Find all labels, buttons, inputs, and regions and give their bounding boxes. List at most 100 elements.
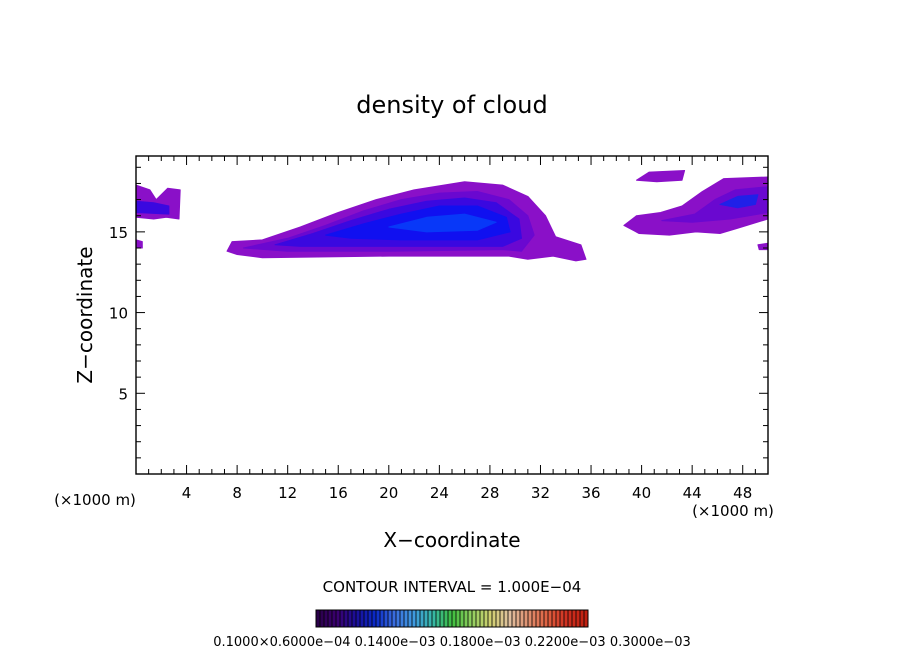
colorbar-cell	[376, 610, 381, 627]
y-tick-label: 5	[118, 385, 128, 403]
colorbar-cell	[552, 610, 557, 627]
colorbar-cell	[432, 610, 437, 627]
colorbar-cell	[464, 610, 469, 627]
cloud-region-right-edge-blob	[757, 242, 769, 251]
colorbar-cell	[396, 610, 401, 627]
x-tick-label: 24	[430, 484, 449, 502]
colorbar-cell	[504, 610, 509, 627]
colorbar-cell	[440, 610, 445, 627]
colorbar-cell	[528, 610, 533, 627]
x-tick-label: 32	[531, 484, 550, 502]
y-axis-tick-labels: 5 10 15	[109, 224, 128, 403]
colorbar-cell	[580, 610, 585, 627]
colorbar-cell	[408, 610, 413, 627]
colorbar-cell	[572, 610, 577, 627]
colorbar-cell	[484, 610, 489, 627]
x-axis-tick-labels: 4 8 12 16 20 24 28 32 36 40 44 48	[182, 484, 752, 502]
colorbar-cell	[480, 610, 485, 627]
colorbar-cell	[556, 610, 561, 627]
cloud-region-main-cloud-core	[388, 213, 497, 233]
x-tick-label: 16	[329, 484, 348, 502]
colorbar-cell	[384, 610, 389, 627]
colorbar-cell	[508, 610, 513, 627]
cloud-region-left-edge-blob	[135, 239, 143, 249]
cloud-region-top-right-blob	[636, 170, 686, 183]
colorbar-cell	[436, 610, 441, 627]
colorbar-cell	[336, 610, 341, 627]
chart-title: density of cloud	[356, 91, 547, 119]
colorbar-cell	[368, 610, 373, 627]
colorbar-cell	[512, 610, 517, 627]
colorbar-cell	[568, 610, 573, 627]
contour-interval-label: CONTOUR INTERVAL = 1.000E−04	[323, 578, 582, 596]
x-axis-unit-left: (×1000 m)	[54, 491, 136, 509]
colorbar-cell	[452, 610, 457, 627]
colorbar-cell	[444, 610, 449, 627]
colorbar-cell	[496, 610, 501, 627]
colorbar-cell	[468, 610, 473, 627]
colorbar-cell	[424, 610, 429, 627]
colorbar-cell	[520, 610, 525, 627]
colorbar-cell	[584, 610, 589, 627]
colorbar-cell	[536, 610, 541, 627]
colorbar-cell	[476, 610, 481, 627]
colorbar-cell	[428, 610, 433, 627]
colorbar-cell	[532, 610, 537, 627]
cloud-region-right-upper-cloud-core	[719, 194, 759, 209]
colorbar-labels: 0.1000×0.6000e−04 0.1400e−03 0.1800e−03 …	[213, 635, 691, 650]
colorbar-cell	[332, 610, 337, 627]
colorbar-cell	[516, 610, 521, 627]
x-axis-unit-right: (×1000 m)	[692, 502, 774, 520]
cloud-layer	[135, 170, 769, 262]
colorbar-cell	[356, 610, 361, 627]
x-tick-label: 36	[581, 484, 600, 502]
colorbar-cell	[340, 610, 345, 627]
colorbar-cell	[352, 610, 357, 627]
colorbar-cell	[540, 610, 545, 627]
colorbar-cell	[380, 610, 385, 627]
colorbar-cell	[364, 610, 369, 627]
x-tick-label: 4	[182, 484, 192, 502]
colorbar-cell	[488, 610, 493, 627]
x-tick-label: 20	[379, 484, 398, 502]
colorbar-cell	[348, 610, 353, 627]
colorbar-cell	[412, 610, 417, 627]
colorbar-cell	[472, 610, 477, 627]
y-tick-label: 10	[109, 305, 128, 323]
colorbar-cell	[456, 610, 461, 627]
colorbar-cell	[372, 610, 377, 627]
colorbar-cell	[324, 610, 329, 627]
x-tick-label: 12	[278, 484, 297, 502]
x-axis-ticks	[148, 156, 756, 474]
y-tick-label: 15	[109, 224, 128, 242]
colorbar-cell	[320, 610, 325, 627]
colorbar-cell	[524, 610, 529, 627]
colorbar-cell	[548, 610, 553, 627]
y-axis-label: Z−coordinate	[73, 246, 97, 383]
x-tick-label: 44	[683, 484, 702, 502]
colorbar-cell	[560, 610, 565, 627]
colorbar-cell	[500, 610, 505, 627]
x-tick-label: 28	[480, 484, 499, 502]
colorbar-cell	[492, 610, 497, 627]
colorbar-frame	[315, 609, 589, 628]
colorbar-cell	[360, 610, 365, 627]
x-tick-label: 8	[232, 484, 242, 502]
colorbar-cell	[420, 610, 425, 627]
colorbar-cell	[388, 610, 393, 627]
colorbar-cell	[400, 610, 405, 627]
colorbar-cell	[460, 610, 465, 627]
colorbar-cell	[544, 610, 549, 627]
colorbar-cell	[576, 610, 581, 627]
y-axis-ticks	[136, 166, 768, 459]
colorbar-cell	[404, 610, 409, 627]
colorbar-cell	[564, 610, 569, 627]
colorbar-cell	[344, 610, 349, 627]
x-tick-label: 48	[733, 484, 752, 502]
colorbar-cell	[448, 610, 453, 627]
colorbar-cell	[328, 610, 333, 627]
colorbar-cell	[416, 610, 421, 627]
colorbar-cell	[316, 610, 321, 627]
x-axis-label: X−coordinate	[383, 528, 520, 552]
